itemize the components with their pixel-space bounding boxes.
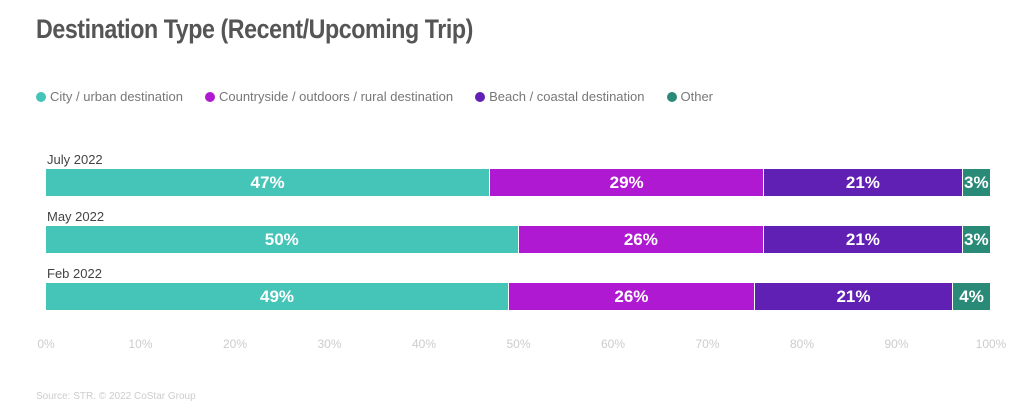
x-tick-label: 20% bbox=[222, 337, 248, 351]
legend-dot-icon bbox=[36, 91, 46, 102]
data-label: 4% bbox=[959, 286, 984, 306]
legend: City / urban destination Countryside / ou… bbox=[36, 89, 713, 104]
bar-segment-other: 3% bbox=[962, 169, 991, 196]
x-tick-label: 40% bbox=[411, 337, 437, 351]
bar-segment-city: 47% bbox=[46, 169, 491, 196]
data-label: 50% bbox=[264, 229, 299, 249]
stacked-bar: 49% 26% 21% 4% bbox=[46, 283, 991, 310]
data-label: 21% bbox=[845, 172, 880, 192]
data-label: 49% bbox=[260, 286, 295, 306]
bar-segment-beach: 21% bbox=[764, 226, 963, 253]
bar-segment-countryside: 26% bbox=[518, 226, 765, 253]
row-label: May 2022 bbox=[47, 209, 105, 224]
data-label: 3% bbox=[964, 229, 989, 249]
legend-dot-icon bbox=[666, 91, 677, 102]
legend-item[interactable]: City / urban destination bbox=[36, 89, 183, 104]
legend-label: Beach / coastal destination bbox=[489, 89, 645, 104]
row-label: Feb 2022 bbox=[47, 266, 102, 281]
legend-label: City / urban destination bbox=[50, 89, 183, 104]
x-tick-label: 100% bbox=[975, 337, 1007, 351]
bar-segment-other: 3% bbox=[962, 226, 991, 253]
chart-title: Destination Type (Recent/Upcoming Trip) bbox=[36, 14, 473, 44]
source-note: Source: STR. © 2022 CoStar Group bbox=[36, 391, 196, 402]
legend-label: Other bbox=[680, 89, 714, 104]
x-tick-label: 80% bbox=[789, 337, 815, 351]
x-tick-label: 90% bbox=[884, 337, 909, 351]
stacked-bar: 47% 29% 21% 3% bbox=[46, 169, 991, 196]
data-label: 26% bbox=[614, 286, 649, 306]
x-tick-label: 70% bbox=[695, 337, 720, 351]
data-label: 21% bbox=[836, 286, 871, 306]
data-label: 3% bbox=[964, 172, 989, 192]
bar-segment-countryside: 26% bbox=[509, 283, 755, 310]
bar-segment-other: 4% bbox=[953, 283, 991, 310]
legend-dot-icon bbox=[204, 91, 215, 102]
bar-segment-city: 50% bbox=[46, 226, 519, 253]
data-label: 29% bbox=[609, 172, 644, 192]
bar-segment-countryside: 29% bbox=[490, 169, 765, 196]
legend-label: Countryside / outdoors / rural destinati… bbox=[218, 89, 454, 104]
legend-item[interactable]: Other bbox=[666, 89, 714, 104]
x-tick-label: 10% bbox=[128, 337, 153, 351]
bar-segment-beach: 21% bbox=[764, 169, 963, 196]
row-label: July 2022 bbox=[47, 152, 103, 167]
data-label: 47% bbox=[250, 172, 285, 192]
x-tick-label: 0% bbox=[37, 337, 55, 351]
x-tick-label: 60% bbox=[600, 337, 626, 351]
legend-item[interactable]: Countryside / outdoors / rural destinati… bbox=[204, 89, 454, 104]
stacked-bar: 50% 26% 21% 3% bbox=[46, 226, 991, 253]
x-tick-label: 50% bbox=[506, 337, 531, 351]
legend-dot-icon bbox=[475, 91, 486, 102]
data-label: 26% bbox=[623, 229, 658, 249]
legend-item[interactable]: Beach / coastal destination bbox=[475, 89, 645, 104]
bar-segment-city: 49% bbox=[46, 283, 510, 310]
bar-segment-beach: 21% bbox=[754, 283, 954, 310]
x-tick-label: 30% bbox=[317, 337, 342, 351]
data-label: 21% bbox=[845, 229, 880, 249]
